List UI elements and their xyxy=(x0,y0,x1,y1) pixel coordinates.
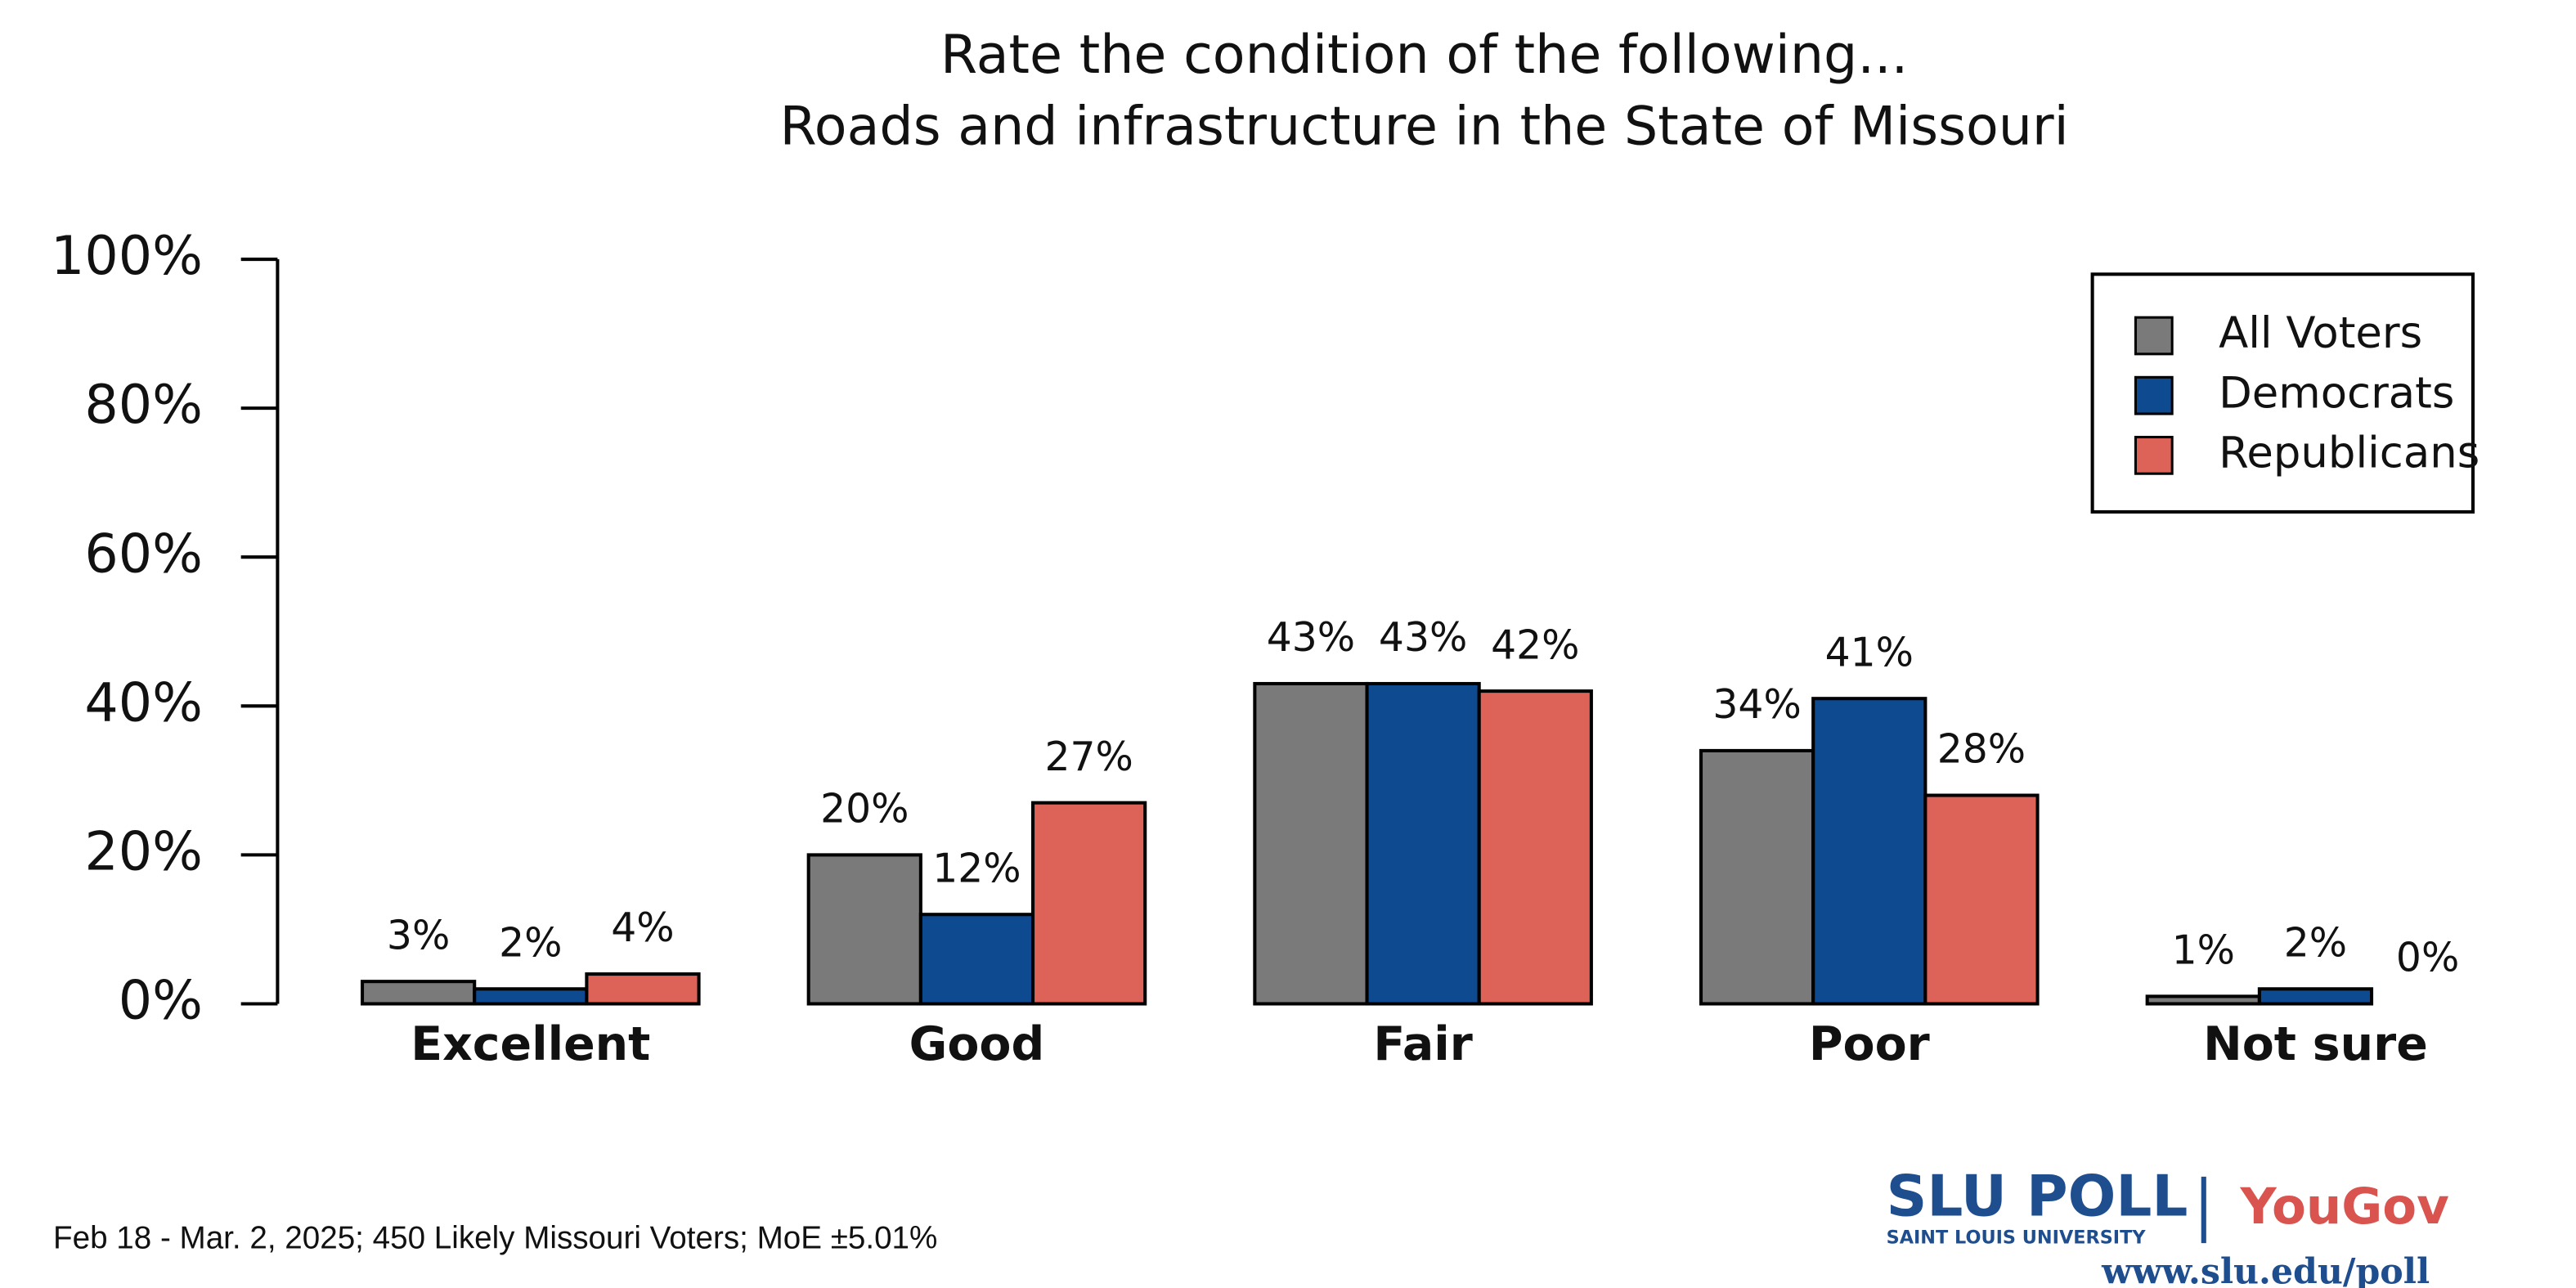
value-label: 27% xyxy=(1044,734,1133,780)
x-tick-label: Not sure xyxy=(2203,1017,2428,1071)
bar xyxy=(1365,681,1481,1006)
logo-main: SLU POLL xyxy=(1887,1164,2188,1229)
bar xyxy=(585,972,701,1006)
legend-label: Democrats xyxy=(2219,368,2454,418)
bar xyxy=(361,980,477,1006)
y-tick-label: 80% xyxy=(84,375,203,436)
x-tick-label: Excellent xyxy=(411,1017,650,1071)
value-label: 0% xyxy=(2396,935,2459,981)
value-label: 42% xyxy=(1491,622,1579,668)
value-label: 20% xyxy=(820,786,909,832)
partner-logo: YouGov xyxy=(2239,1178,2448,1236)
bar xyxy=(1477,689,1593,1006)
chart-subtitle: Roads and infrastructure in the State of… xyxy=(780,96,2069,158)
legend-swatch xyxy=(2134,435,2174,475)
x-tick-label: Poor xyxy=(1809,1017,1930,1071)
value-label: 2% xyxy=(499,919,562,966)
y-tick-label: 100% xyxy=(51,226,203,287)
legend-label: Republicans xyxy=(2219,428,2480,478)
value-label: 34% xyxy=(1712,681,1801,728)
value-label: 4% xyxy=(611,904,674,951)
bar xyxy=(806,853,922,1006)
value-label: 12% xyxy=(932,845,1021,891)
bar xyxy=(2145,994,2261,1006)
value-label: 2% xyxy=(2284,919,2347,966)
value-label: 43% xyxy=(1267,614,1355,661)
y-tick-label: 0% xyxy=(119,971,203,1032)
chart-title: Rate the condition of the following... xyxy=(940,25,1908,86)
legend-swatch xyxy=(2134,316,2174,356)
bar xyxy=(473,987,589,1006)
y-tick-label: 40% xyxy=(84,672,203,734)
url: www.slu.edu/poll xyxy=(2101,1252,2430,1288)
logo-sub: SAINT LOUIS UNIVERSITY xyxy=(1887,1227,2147,1249)
bar xyxy=(1811,697,1928,1006)
value-label: 41% xyxy=(1825,629,1914,675)
value-label: 1% xyxy=(2172,927,2235,974)
footer-note: Feb 18 - Mar. 2, 2025; 450 Likely Missou… xyxy=(53,1220,937,1255)
bar xyxy=(918,913,1035,1006)
bar xyxy=(2257,987,2374,1006)
bar xyxy=(1031,801,1147,1006)
x-tick-label: Fair xyxy=(1373,1017,1472,1071)
x-tick-label: Good xyxy=(909,1017,1045,1071)
y-tick-label: 20% xyxy=(84,821,203,882)
value-label: 28% xyxy=(1937,726,2026,773)
bar xyxy=(1923,793,2040,1006)
bar xyxy=(1253,681,1369,1006)
legend-label: All Voters xyxy=(2219,308,2422,358)
value-label: 3% xyxy=(387,912,450,958)
legend-swatch xyxy=(2134,375,2174,415)
y-tick-label: 60% xyxy=(84,523,203,585)
bar xyxy=(1699,748,1815,1006)
value-label: 43% xyxy=(1379,614,1467,661)
